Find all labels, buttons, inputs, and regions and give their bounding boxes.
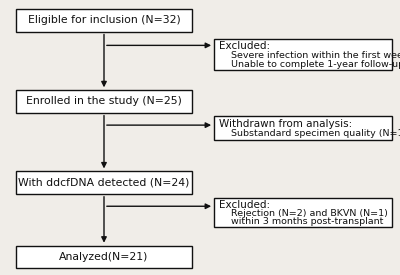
FancyBboxPatch shape bbox=[16, 9, 192, 32]
Text: Eligible for inclusion (N=32): Eligible for inclusion (N=32) bbox=[28, 15, 180, 25]
Text: Substandard specimen quality (N=1): Substandard specimen quality (N=1) bbox=[219, 129, 400, 138]
Text: With ddcfDNA detected (N=24): With ddcfDNA detected (N=24) bbox=[18, 178, 190, 188]
Text: Severe infection within the first week (N=1): Severe infection within the first week (… bbox=[219, 51, 400, 60]
FancyBboxPatch shape bbox=[16, 171, 192, 194]
FancyBboxPatch shape bbox=[16, 90, 192, 113]
Text: within 3 months post-transplant: within 3 months post-transplant bbox=[219, 217, 383, 226]
Text: Unable to complete 1-year follow-up (N=6): Unable to complete 1-year follow-up (N=6… bbox=[219, 59, 400, 68]
Text: Analyzed(N=21): Analyzed(N=21) bbox=[59, 252, 149, 262]
FancyBboxPatch shape bbox=[214, 198, 392, 227]
FancyBboxPatch shape bbox=[214, 39, 392, 70]
Text: Withdrawn from analysis:: Withdrawn from analysis: bbox=[219, 119, 352, 129]
Text: Rejection (N=2) and BKVN (N=1): Rejection (N=2) and BKVN (N=1) bbox=[219, 209, 388, 218]
Text: Excluded:: Excluded: bbox=[219, 200, 270, 210]
Text: Excluded:: Excluded: bbox=[219, 41, 270, 51]
FancyBboxPatch shape bbox=[214, 116, 392, 140]
Text: Enrolled in the study (N=25): Enrolled in the study (N=25) bbox=[26, 97, 182, 106]
FancyBboxPatch shape bbox=[16, 246, 192, 268]
